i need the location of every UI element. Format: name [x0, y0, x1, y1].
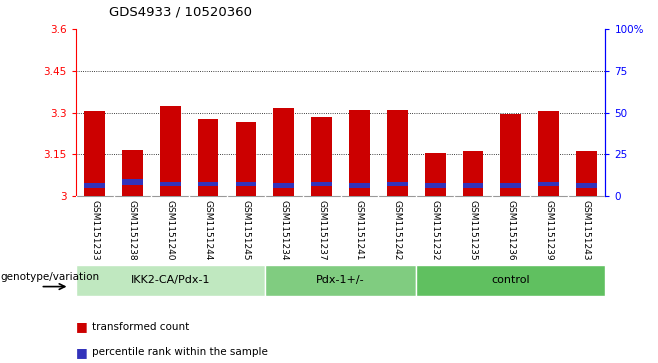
- Bar: [463, 184, 484, 188]
- Text: GSM1151237: GSM1151237: [317, 200, 326, 261]
- Bar: [424, 184, 445, 188]
- Text: transformed count: transformed count: [92, 322, 190, 332]
- Bar: [84, 184, 105, 188]
- Bar: [84, 111, 105, 196]
- Bar: [236, 122, 257, 196]
- Text: genotype/variation: genotype/variation: [1, 272, 100, 282]
- Text: GSM1151241: GSM1151241: [355, 200, 364, 261]
- Bar: [197, 119, 218, 196]
- Bar: [122, 179, 143, 185]
- Text: GSM1151245: GSM1151245: [241, 200, 251, 261]
- Bar: [349, 110, 370, 196]
- Text: GSM1151242: GSM1151242: [393, 200, 402, 261]
- Text: GSM1151236: GSM1151236: [506, 200, 515, 261]
- Bar: [387, 110, 408, 196]
- Text: GSM1151243: GSM1151243: [582, 200, 591, 261]
- Text: GSM1151244: GSM1151244: [203, 200, 213, 261]
- Bar: [76, 265, 265, 296]
- Text: GSM1151233: GSM1151233: [90, 200, 99, 261]
- Bar: [500, 114, 521, 196]
- Text: control: control: [492, 276, 530, 285]
- Bar: [538, 111, 559, 196]
- Bar: [265, 265, 417, 296]
- Bar: [273, 108, 294, 196]
- Bar: [500, 184, 521, 188]
- Bar: [463, 151, 484, 196]
- Text: percentile rank within the sample: percentile rank within the sample: [92, 347, 268, 357]
- Text: GSM1151235: GSM1151235: [468, 200, 478, 261]
- Bar: [311, 182, 332, 186]
- Text: ■: ■: [76, 346, 88, 359]
- Bar: [122, 150, 143, 196]
- Bar: [236, 182, 257, 186]
- Text: GSM1151232: GSM1151232: [430, 200, 440, 261]
- Bar: [160, 106, 181, 196]
- Bar: [538, 182, 559, 186]
- Bar: [273, 184, 294, 188]
- Bar: [197, 182, 218, 186]
- Bar: [576, 151, 597, 196]
- Text: Pdx-1+/-: Pdx-1+/-: [316, 276, 365, 285]
- Bar: [160, 182, 181, 186]
- Bar: [417, 265, 605, 296]
- Bar: [424, 153, 445, 196]
- Bar: [349, 184, 370, 188]
- Text: GDS4933 / 10520360: GDS4933 / 10520360: [109, 5, 251, 18]
- Bar: [311, 117, 332, 196]
- Text: GSM1151238: GSM1151238: [128, 200, 137, 261]
- Bar: [387, 182, 408, 186]
- Bar: [576, 184, 597, 188]
- Text: GSM1151239: GSM1151239: [544, 200, 553, 261]
- Text: IKK2-CA/Pdx-1: IKK2-CA/Pdx-1: [130, 276, 210, 285]
- Text: ■: ■: [76, 320, 88, 333]
- Text: GSM1151240: GSM1151240: [166, 200, 175, 261]
- Text: GSM1151234: GSM1151234: [279, 200, 288, 261]
